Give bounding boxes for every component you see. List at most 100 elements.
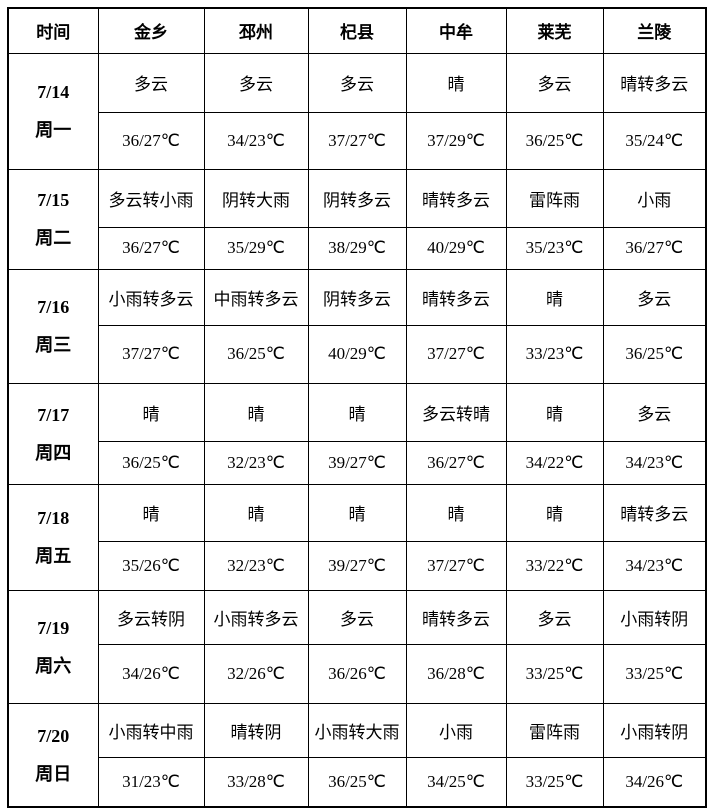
weather-row: 7/18 周五晴晴晴晴晴晴转多云 xyxy=(7,483,707,591)
weather-cell: 晴 xyxy=(307,382,407,442)
temperature-cell: 36/27℃ xyxy=(405,440,507,485)
temperature-cell: 34/26℃ xyxy=(97,643,205,704)
date-label: 7/15 xyxy=(37,190,70,210)
temperature-row: 36/27℃ 34/23℃ 37/27℃ 37/29℃ 36/25℃ 35/24℃ xyxy=(8,111,707,170)
temperature-cell: 31/23℃ xyxy=(97,756,205,808)
temperature-cell: 37/29℃ xyxy=(405,111,507,170)
temperature-cell: 32/23℃ xyxy=(203,540,309,591)
weather-cell: 小雨转大雨 xyxy=(307,702,407,758)
header-city: 金乡 xyxy=(97,7,205,54)
weather-row: 7/15 周二 多云转小雨 阴转大雨 阴转多云 晴转多云 雷阵雨 小雨 xyxy=(7,168,707,270)
weather-cell: 晴 xyxy=(405,483,507,542)
header-time: 时间 xyxy=(7,7,99,54)
date-label: 7/20 xyxy=(37,725,70,746)
temperature-cell: 38/29℃ xyxy=(307,226,407,270)
weather-row: 7/19 周六 多云转阴 小雨转多云 多云 晴转多云 多云 小雨转阴 xyxy=(7,589,707,704)
weekday-label: 周四 xyxy=(35,442,72,463)
header-city: 中牟 xyxy=(405,7,507,54)
weather-cell: 晴 xyxy=(405,52,507,113)
weather-cell: 小雨 xyxy=(602,168,707,228)
weather-row: 7/16 周三 小雨转多云 中雨转多云 阴转多云 晴转多云晴多云 xyxy=(7,268,707,384)
temperature-row: 36/27℃ 35/29℃ 38/29℃ 40/29℃ 35/23℃ 36/27℃ xyxy=(8,226,707,270)
table-body: 时间 金乡 邳州 杞县 中牟 莱芜 兰陵 7/14 周一 多云 多云 多云晴多云 晴转多云 36/27℃ 3… xyxy=(7,7,707,808)
temperature-cell: 33/28℃ xyxy=(203,756,309,808)
weather-cell: 晴 xyxy=(307,483,407,542)
date-label: 7/18 xyxy=(37,508,70,528)
temperature-cell: 33/25℃ xyxy=(505,643,604,704)
weather-cell: 晴转多云 xyxy=(602,52,707,113)
temperature-cell: 35/26℃ xyxy=(97,540,205,591)
weather-cell: 小雨 xyxy=(405,702,507,758)
weather-cell: 晴转多云 xyxy=(602,483,707,542)
weather-cell: 多云 xyxy=(307,52,407,113)
weekday-label: 周二 xyxy=(35,228,72,248)
temperature-cell: 36/26℃ xyxy=(307,643,407,704)
weather-cell: 晴转多云 xyxy=(405,168,507,228)
temperature-cell: 37/27℃ xyxy=(405,540,507,591)
weather-cell: 多云转阴 xyxy=(97,589,205,645)
weather-cell: 多云 xyxy=(505,589,604,645)
weekday-label: 周三 xyxy=(35,335,72,355)
weather-row: 7/20 周日 小雨转中雨 晴转阴 小雨转大雨 小雨 雷阵雨 小雨转阴 xyxy=(7,702,707,808)
date-label: 7/16 xyxy=(37,297,70,317)
date-cell: 7/17 周四 xyxy=(7,382,99,485)
header-city: 杞县 xyxy=(307,7,407,54)
weather-cell: 多云转小雨 xyxy=(97,168,205,228)
temperature-cell: 35/29℃ xyxy=(203,226,309,270)
date-cell: 7/15 周二 xyxy=(7,168,99,270)
weather-cell: 晴 xyxy=(505,382,604,442)
temperature-cell: 36/27℃ xyxy=(602,226,707,270)
temperature-cell: 33/23℃ xyxy=(505,324,604,384)
temperature-cell: 33/22℃ xyxy=(505,540,604,591)
temperature-cell: 36/25℃ xyxy=(203,324,309,384)
temperature-cell: 36/25℃ xyxy=(602,324,707,384)
temperature-cell: 37/27℃ xyxy=(405,324,507,384)
temperature-cell: 34/22℃ xyxy=(505,440,604,485)
weather-cell: 晴 xyxy=(203,483,309,542)
weather-cell: 晴 xyxy=(203,382,309,442)
weather-cell: 中雨转多云 xyxy=(203,268,309,326)
weather-forecast-table: 时间 金乡 邳州 杞县 中牟 莱芜 兰陵 7/14 周一 多云 多云 多云晴多云 晴转多云 36/27℃ 3… xyxy=(7,7,707,808)
weather-cell: 阴转大雨 xyxy=(203,168,309,228)
date-cell: 7/14 周一 xyxy=(7,52,99,170)
temperature-cell: 39/27℃ xyxy=(307,540,407,591)
temperature-cell: 35/23℃ xyxy=(505,226,604,270)
header-city: 兰陵 xyxy=(602,7,707,54)
temperature-cell: 33/25℃ xyxy=(505,756,604,808)
weekday-label: 周五 xyxy=(35,546,72,566)
temperature-row: 35/26℃ 32/23℃ 39/27℃ 37/27℃ 33/22℃ 34/23℃ xyxy=(8,540,707,591)
temperature-row: 37/27℃ 36/25℃ 40/29℃ 37/27℃ 33/23℃ 36/25℃ xyxy=(8,324,707,384)
weather-cell: 晴转阴 xyxy=(203,702,309,758)
temperature-cell: 37/27℃ xyxy=(97,324,205,384)
temperature-cell: 34/23℃ xyxy=(602,440,707,485)
temperature-cell: 39/27℃ xyxy=(307,440,407,485)
temperature-cell: 36/28℃ xyxy=(405,643,507,704)
date-label: 7/14 xyxy=(37,82,70,102)
temperature-cell: 34/26℃ xyxy=(602,756,707,808)
weather-cell: 雷阵雨 xyxy=(505,168,604,228)
temperature-cell: 32/26℃ xyxy=(203,643,309,704)
date-cell: 7/20 周日 xyxy=(7,702,99,808)
weather-cell: 多云 xyxy=(505,52,604,113)
temperature-cell: 36/25℃ xyxy=(505,111,604,170)
header-city: 莱芜 xyxy=(505,7,604,54)
weather-cell: 晴转多云 xyxy=(405,268,507,326)
weather-cell: 多云 xyxy=(97,52,205,113)
header-city: 邳州 xyxy=(203,7,309,54)
temperature-cell: 40/29℃ xyxy=(307,324,407,384)
weather-cell: 多云 xyxy=(602,268,707,326)
temperature-cell: 36/27℃ xyxy=(97,226,205,270)
weekday-label: 周日 xyxy=(35,763,72,784)
weekday-label: 周六 xyxy=(35,655,72,676)
weather-cell: 晴 xyxy=(505,483,604,542)
weather-cell: 多云 xyxy=(307,589,407,645)
date-cell: 7/19 周六 xyxy=(7,589,99,704)
weather-cell: 小雨转多云 xyxy=(97,268,205,326)
header-row: 时间 金乡 邳州 杞县 中牟 莱芜 兰陵 xyxy=(7,7,707,54)
weather-cell: 小雨转中雨 xyxy=(97,702,205,758)
temperature-cell: 37/27℃ xyxy=(307,111,407,170)
weather-cell: 晴 xyxy=(97,483,205,542)
date-cell: 7/18 周五 xyxy=(7,483,99,591)
temperature-row: 34/26℃ 32/26℃ 36/26℃ 36/28℃ 33/25℃ 33/25℃ xyxy=(8,643,707,704)
temperature-cell: 40/29℃ xyxy=(405,226,507,270)
